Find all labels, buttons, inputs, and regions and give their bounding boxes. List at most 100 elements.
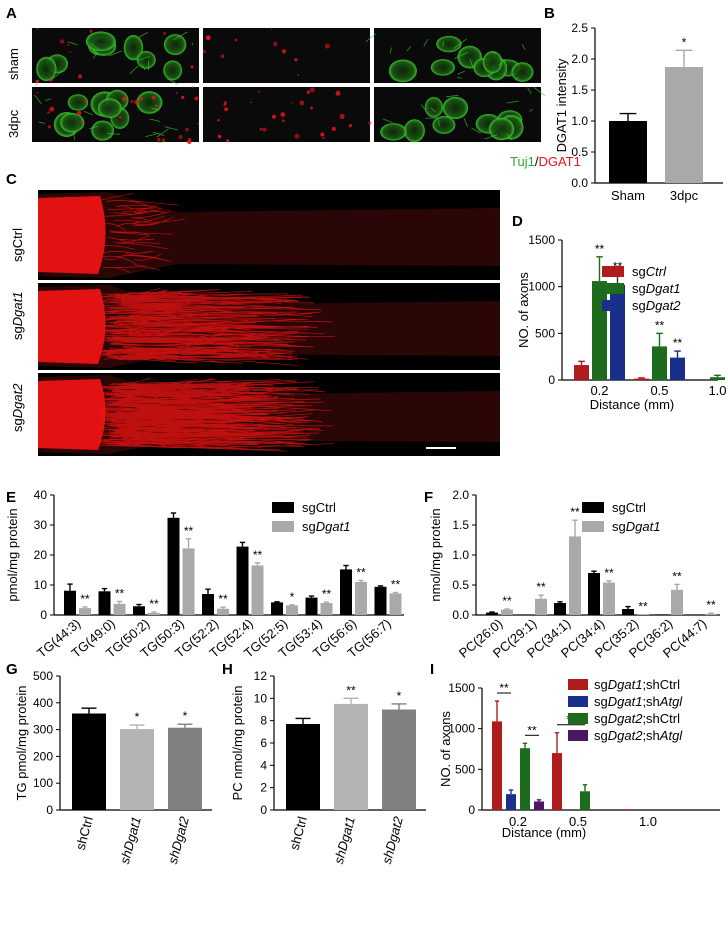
panel-letter-c: C bbox=[6, 171, 17, 188]
bar-0 bbox=[271, 602, 283, 615]
y-axis-label: pmol/mg protein bbox=[5, 508, 20, 601]
y-tick-label: 1500 bbox=[448, 681, 475, 695]
bar-0 bbox=[622, 809, 632, 810]
lipid-dot bbox=[263, 127, 267, 131]
lipid-dot bbox=[203, 50, 206, 53]
tick-gene: Dgat1 bbox=[120, 815, 143, 852]
significance-marker: ** bbox=[346, 683, 356, 697]
significance-marker: ** bbox=[638, 599, 648, 613]
tick-gene: Dgat1 bbox=[334, 815, 357, 852]
tick-gene: Dgat2 bbox=[168, 814, 192, 852]
lipid-dot bbox=[325, 44, 330, 49]
bar-0 bbox=[492, 721, 502, 810]
significance-marker: ** bbox=[706, 598, 716, 612]
significance-marker: ** bbox=[253, 548, 263, 562]
legend-a: sg bbox=[594, 677, 608, 692]
row-label-sham: sham bbox=[6, 48, 21, 80]
legend-d: Atgl bbox=[659, 694, 684, 709]
bar-1 bbox=[506, 794, 516, 810]
tuj1-label: Tuj1 bbox=[510, 154, 535, 169]
lipid-dot bbox=[273, 42, 278, 47]
lipid-dot bbox=[322, 137, 324, 139]
stain-legend: Tuj1/DGAT1 bbox=[510, 154, 581, 169]
legend-prefix: sg bbox=[302, 519, 316, 534]
lipid-dot bbox=[340, 114, 345, 119]
significance-marker: ** bbox=[536, 580, 546, 594]
bar-1 bbox=[355, 582, 367, 615]
lipid-dot bbox=[89, 30, 92, 33]
lipid-dot bbox=[49, 107, 54, 112]
micrograph-tile bbox=[32, 28, 199, 86]
tick-gene: Dgat2 bbox=[382, 814, 406, 852]
significance-marker: ** bbox=[115, 587, 125, 601]
lipid-dot bbox=[368, 121, 371, 124]
neuron-cell bbox=[60, 113, 84, 133]
legend-prefix: sg bbox=[632, 281, 646, 296]
lipid-dot bbox=[70, 51, 72, 53]
bar-0 bbox=[574, 365, 589, 380]
legend-italic: Dgat1 bbox=[316, 519, 351, 534]
y-tick-label: 200 bbox=[33, 749, 53, 763]
lipid-dot bbox=[282, 119, 285, 122]
x-tick-label: 0.5 bbox=[650, 383, 668, 398]
y-tick-label: 12 bbox=[254, 669, 268, 683]
bar-0 bbox=[486, 613, 498, 615]
lipid-dot bbox=[223, 103, 226, 106]
lipid-dot bbox=[47, 111, 50, 114]
bar-0 bbox=[237, 547, 249, 615]
panel-letter-h: H bbox=[222, 661, 233, 678]
panel-letter-a: A bbox=[6, 5, 17, 22]
legend-label-0: sgCtrl bbox=[612, 500, 646, 515]
lipid-dot bbox=[36, 28, 38, 30]
legend-italic: Dgat2 bbox=[646, 298, 681, 313]
bar-0 bbox=[634, 379, 649, 380]
bar-1 bbox=[217, 609, 229, 615]
lipid-dot bbox=[187, 140, 191, 144]
legend-label-0: sgDgat1;shCtrl bbox=[594, 677, 680, 692]
lipid-dot bbox=[271, 28, 273, 30]
y-tick-label: 6 bbox=[260, 736, 267, 750]
legend-italic: Dgat1 bbox=[646, 281, 681, 296]
x-tick-label: shDgat1 bbox=[117, 815, 144, 866]
y-tick-label: 0.0 bbox=[571, 176, 588, 190]
bar-1 bbox=[79, 608, 91, 615]
lipid-dot bbox=[181, 96, 184, 99]
significance-marker: ** bbox=[527, 723, 537, 737]
lipid-dot bbox=[185, 128, 188, 131]
legend-label-0: sgCtrl bbox=[302, 500, 336, 515]
bar-2 bbox=[520, 748, 530, 810]
legend-c: ;shCtrl bbox=[642, 711, 680, 726]
lipid-dot bbox=[310, 87, 315, 92]
lipid-dot bbox=[78, 74, 82, 78]
row-label-sgdgat2: sgDgat2 bbox=[10, 383, 25, 432]
bar-1 bbox=[390, 593, 402, 615]
significance-marker: ** bbox=[502, 594, 512, 608]
y-tick-label: 10 bbox=[34, 578, 48, 592]
significance-marker: ** bbox=[595, 242, 605, 256]
y-tick-label: 500 bbox=[455, 762, 475, 776]
y-tick-label: 2.5 bbox=[571, 21, 588, 35]
panel-letter-i: I bbox=[430, 661, 434, 678]
lipid-dot bbox=[60, 39, 64, 43]
y-tick-label: 4 bbox=[260, 758, 267, 772]
legend-swatch bbox=[602, 300, 624, 311]
x-tick-label: shCtrl bbox=[287, 815, 310, 852]
neuron-cell bbox=[86, 32, 116, 52]
bar bbox=[665, 67, 703, 183]
neuron-cell bbox=[389, 59, 417, 82]
bar-2 bbox=[610, 285, 625, 380]
significance-marker: ** bbox=[391, 578, 401, 592]
lipid-dot bbox=[48, 125, 51, 128]
y-tick-label: 30 bbox=[34, 518, 48, 532]
lipid-dot bbox=[80, 120, 83, 123]
bar bbox=[609, 121, 647, 183]
legend-swatch bbox=[568, 730, 588, 741]
lipid-dot bbox=[176, 92, 178, 94]
lipid-dot bbox=[299, 101, 304, 106]
x-tick-label: shCtrl bbox=[73, 815, 96, 852]
bar-2 bbox=[670, 358, 685, 380]
